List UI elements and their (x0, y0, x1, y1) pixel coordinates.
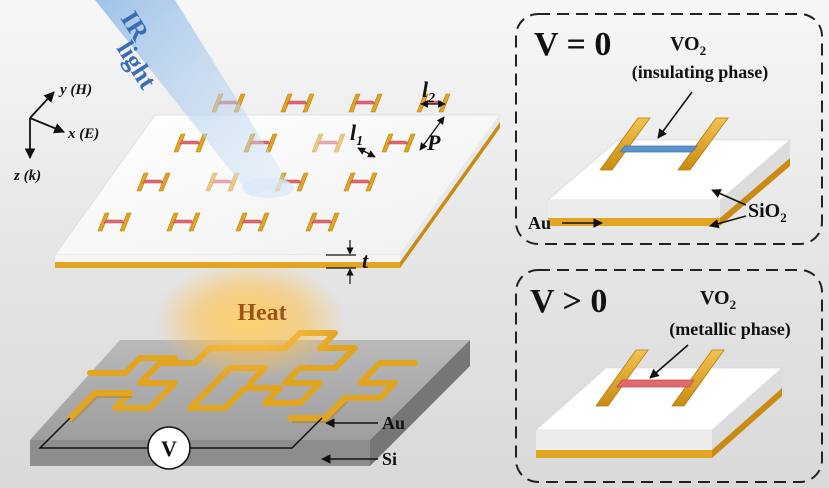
h-resonator-leg (302, 93, 315, 113)
h-left-bar (599, 117, 651, 171)
h-resonator-leg (136, 172, 149, 192)
h-resonator-leg (327, 212, 340, 232)
sio2-pointer-top (711, 189, 747, 206)
l2-label: l2 (422, 77, 435, 106)
vo2-insulating-pointer (657, 91, 693, 139)
h-resonator-bridge (317, 140, 339, 145)
h-resonator-leg (381, 133, 394, 153)
panel-v-positive-frame (515, 269, 823, 483)
h-resonator-bridge (179, 140, 201, 145)
period-label: P (426, 130, 441, 155)
vo2-insulating-bridge (619, 145, 698, 153)
heat-label: Heat (237, 300, 286, 326)
vo2-metallic-bridge (616, 379, 695, 388)
h-resonator (343, 172, 378, 192)
h-resonator-bridge (387, 140, 409, 145)
h-resonator-array (97, 93, 451, 232)
period-dimension-arrow (419, 116, 445, 151)
h-resonator-bridge (103, 219, 125, 224)
h-resonator-leg (173, 133, 186, 153)
h-resonator-bridge (241, 219, 263, 224)
heater-au-label: Au (382, 413, 405, 433)
panel-v-zero-frame (515, 13, 823, 245)
h-resonator-leg (97, 212, 110, 232)
sio2-pointer-bottom (709, 215, 747, 229)
h-resonator (280, 93, 315, 113)
voltage-source-label: V (161, 436, 177, 461)
h-left-bar-metallic (595, 349, 649, 407)
y-axis-label: y (H) (58, 82, 92, 98)
z-axis-label: z (k) (13, 168, 41, 184)
ir-light-spot (242, 178, 294, 198)
h-resonator (166, 212, 201, 232)
y-axis-arrow (29, 91, 55, 119)
h-resonator-leg (188, 212, 201, 232)
h-resonator-leg (370, 93, 383, 113)
ir-light-beam (95, 0, 290, 195)
panel-v-zero-vo2-label: VO2 (670, 33, 706, 58)
h-resonator-leg (305, 212, 318, 232)
h-resonator-bridge (311, 219, 333, 224)
panel-v-zero-title: V = 0 (534, 26, 611, 63)
x-axis-arrow (29, 117, 65, 134)
h-resonator-bridge (286, 100, 308, 105)
h-resonator-leg (235, 212, 248, 232)
h-right-bar (677, 117, 729, 171)
h-resonator-bridge (211, 179, 233, 184)
h-resonator-leg (365, 172, 378, 192)
h-resonator-leg (333, 133, 346, 153)
panel-v-zero-phase: (insulating phase) (632, 62, 769, 83)
h-resonator-leg (343, 172, 356, 192)
panel-v-positive-vo2-label: VO2 (700, 287, 736, 312)
heat-glow (155, 260, 345, 380)
coordinate-axes (24, 91, 65, 160)
h-resonator-leg (311, 133, 324, 153)
h-resonator-bridge (354, 100, 376, 105)
h-resonator (381, 133, 416, 153)
h-resonator-leg (296, 172, 309, 192)
h-resonator (136, 172, 171, 192)
x-axis-label: x (E) (67, 126, 99, 142)
h-resonator-leg (166, 212, 179, 232)
thickness-label: t (362, 248, 369, 273)
h-resonator-leg (257, 212, 270, 232)
h-resonator (311, 133, 346, 153)
l1-label: l1 (350, 120, 363, 149)
heater-si-label: Si (382, 449, 397, 469)
thickness-marker (326, 240, 356, 284)
l1-dimension-arrow (357, 147, 376, 158)
h-resonator (97, 212, 132, 232)
h-resonator-leg (205, 172, 218, 192)
h-resonator (348, 93, 383, 113)
vo2-metallic-pointer (649, 344, 689, 379)
h-resonator (235, 212, 270, 232)
voltage-source (147, 426, 191, 470)
panel-v-zero-sio2-label: SiO2 (748, 200, 787, 225)
h-resonator-bridge (349, 179, 371, 184)
h-resonator-leg (403, 133, 416, 153)
unit-cell-insulating (546, 117, 792, 226)
panel-v-positive-phase: (metallic phase) (669, 319, 790, 340)
h-resonator (305, 212, 340, 232)
h-resonator-leg (119, 212, 132, 232)
h-resonator-bridge (172, 219, 194, 224)
h-resonator-leg (280, 93, 293, 113)
h-resonator-bridge (142, 179, 164, 184)
h-right-bar-metallic (671, 349, 725, 407)
h-resonator-leg (348, 93, 361, 113)
unit-cell-metallic (534, 349, 784, 458)
panel-v-zero-au-label: Au (528, 213, 551, 233)
h-resonator-leg (158, 172, 171, 192)
voltage-circuit (38, 417, 323, 449)
panel-v-positive-title: V > 0 (530, 283, 607, 320)
